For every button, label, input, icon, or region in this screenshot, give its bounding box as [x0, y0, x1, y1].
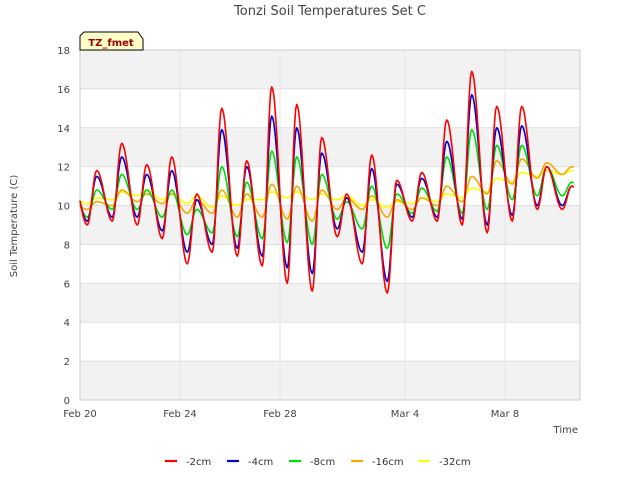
chart-title: Tonzi Soil Temperatures Set C [233, 4, 426, 19]
badge: TZ_fmet [79, 31, 144, 51]
background-band [80, 50, 580, 89]
series-layer [79, 70, 575, 294]
background-band [80, 361, 580, 400]
y-tick-label: 0 [64, 396, 70, 407]
x-tick-label: Mar 8 [491, 409, 519, 420]
y-tick-label: 2 [64, 357, 70, 368]
y-tick-label: 8 [64, 240, 70, 251]
legend: -2cm -4cm -8cm -16cm -32cm [165, 457, 471, 468]
y-tick-label: 14 [57, 124, 70, 135]
legend-label: -2cm [186, 457, 211, 468]
series-line-minus-2cm [79, 70, 575, 294]
y-axis-label: Soil Temperature (C) [9, 175, 20, 278]
legend-label: -32cm [439, 457, 471, 468]
background-band [80, 322, 580, 362]
badge-label: TZ_fmet [88, 38, 134, 49]
x-tick-label: Mar 4 [391, 409, 419, 420]
background-band [80, 283, 580, 323]
y-tick-label: 10 [57, 202, 70, 213]
y-tick-labels: 0 2 4 6 8 10 12 14 16 18 [57, 46, 70, 407]
y-tick-label: 4 [64, 318, 70, 329]
y-tick-label: 6 [64, 279, 70, 290]
y-tick-label: 16 [57, 85, 70, 96]
y-tick-label: 18 [57, 46, 70, 57]
x-tick-label: Feb 20 [63, 409, 97, 420]
badge-box [79, 31, 144, 51]
legend-label: -8cm [310, 457, 335, 468]
plot-frame [79, 49, 581, 401]
x-tick-label: Feb 28 [263, 409, 297, 420]
legend-label: -4cm [248, 457, 273, 468]
x-tick-label: Feb 24 [163, 409, 197, 420]
x-axis-label: Time [553, 425, 578, 436]
y-tick-label: 12 [57, 163, 70, 174]
x-tick-labels: Feb 20 Feb 24 Feb 28 Mar 4 Mar 8 [63, 409, 519, 420]
legend-label: -16cm [372, 457, 404, 468]
background-band [80, 244, 580, 284]
